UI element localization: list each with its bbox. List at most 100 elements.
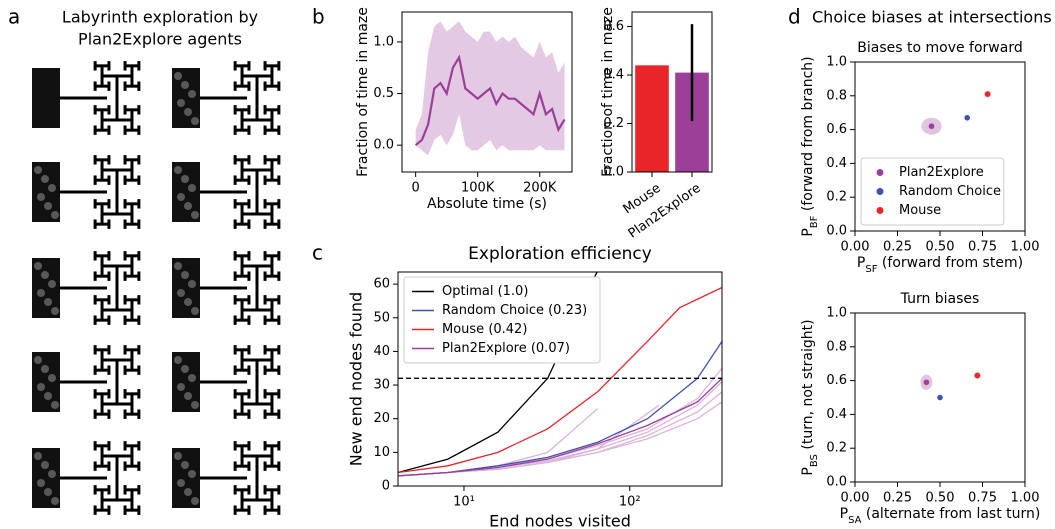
arena-trace xyxy=(37,193,45,201)
axis-label-part: (forward from branch) xyxy=(800,56,816,215)
y-tick-label: 0 xyxy=(382,479,390,494)
arena-trace xyxy=(48,374,56,382)
x-tick-label: 0.25 xyxy=(883,240,912,255)
y-tick-label: 0.8 xyxy=(826,339,847,354)
maze xyxy=(172,251,281,325)
axes-frame xyxy=(854,312,1026,483)
line xyxy=(398,377,722,477)
point xyxy=(923,379,930,386)
arena-trace xyxy=(191,497,199,505)
chart-title: Exploration efficiency xyxy=(468,244,652,264)
x-tick-label: 100K xyxy=(461,181,495,196)
arena-trace xyxy=(48,280,56,288)
panel-title: Labyrinth exploration by xyxy=(62,8,258,27)
axis-label: PBF (forward from branch) xyxy=(800,56,820,236)
y-tick-label: 0.6 xyxy=(826,122,847,137)
arena-trace xyxy=(41,461,49,469)
panel-label: a xyxy=(8,5,20,29)
x-tick-label: 0.50 xyxy=(926,240,955,255)
axes-frame xyxy=(854,61,1026,232)
y-tick-label: 60 xyxy=(373,277,390,292)
y-tick-label: 0.0 xyxy=(826,224,847,239)
axis-label-part: BF xyxy=(809,215,820,228)
x-tick-label: 0 xyxy=(412,181,420,196)
arena-trace xyxy=(177,99,185,107)
legend-label: Random Choice xyxy=(899,184,1001,199)
axis-label: Fraction of time in maze xyxy=(355,7,371,177)
axis-label: PBS (turn, not straight) xyxy=(800,319,820,475)
arena-trace xyxy=(37,289,45,297)
panel-title: Plan2Explore agents xyxy=(78,30,242,49)
legend-label: Mouse (0.42) xyxy=(442,322,527,337)
line xyxy=(414,54,566,147)
chart-title: Biases to move forward xyxy=(857,40,1022,56)
plot-area xyxy=(414,21,566,156)
arena-trace xyxy=(177,383,185,391)
arena-trace xyxy=(181,365,189,373)
axis-label-part: (turn, not straight) xyxy=(800,319,816,454)
panel-title: Choice biases at intersections xyxy=(812,8,1052,27)
arena-trace xyxy=(51,401,59,409)
x-tick-label: 200K xyxy=(523,181,557,196)
x-tick-label: 0.75 xyxy=(968,491,997,506)
maze xyxy=(32,345,141,419)
arena-trace xyxy=(34,356,42,364)
arena-trace xyxy=(174,262,182,270)
arena-trace xyxy=(177,479,185,487)
arena-trace xyxy=(184,202,192,210)
arena-trace xyxy=(44,488,52,496)
y-tick-label: 0.8 xyxy=(826,88,847,103)
arena-trace xyxy=(37,383,45,391)
maze xyxy=(32,441,141,515)
arena-trace xyxy=(48,184,56,192)
y-tick-label: 0.0 xyxy=(826,475,847,490)
point xyxy=(964,114,970,121)
arena-trace xyxy=(191,401,199,409)
arena-trace xyxy=(174,356,182,364)
arena-trace xyxy=(41,365,49,373)
x-tick-label: 10¹ xyxy=(453,495,475,510)
axis-label: Absolute time (s) xyxy=(427,196,547,212)
arena-trace xyxy=(48,470,56,478)
axis-label: Fraction of time in maze xyxy=(600,7,616,177)
arena-trace xyxy=(34,452,42,460)
axes-frame xyxy=(631,11,713,173)
arena-trace xyxy=(44,298,52,306)
arena xyxy=(32,68,60,128)
x-tick-label: 0.25 xyxy=(883,491,912,506)
axis-label: New end nodes found xyxy=(347,292,366,466)
arena-trace xyxy=(188,470,196,478)
axis-label-part: SF xyxy=(865,264,877,275)
arena-trace xyxy=(181,461,189,469)
y-tick-label: 0.6 xyxy=(826,373,847,388)
x-tick-label: 0.50 xyxy=(926,491,955,506)
arena-trace xyxy=(51,211,59,219)
legend-label: Plan2Explore (0.07) xyxy=(442,341,570,356)
y-tick-label: 0.2 xyxy=(826,441,847,456)
arena-trace xyxy=(188,280,196,288)
y-tick-label: 0.2 xyxy=(826,190,847,205)
arena-trace xyxy=(191,307,199,315)
arena-trace xyxy=(177,193,185,201)
arena-trace xyxy=(181,271,189,279)
arena-trace xyxy=(181,175,189,183)
arena-trace xyxy=(177,289,185,297)
y-tick-label: 40 xyxy=(373,344,390,359)
point xyxy=(974,372,981,379)
chart-title: Turn biases xyxy=(900,291,980,307)
maze xyxy=(172,155,281,229)
legend-label: Random Choice (0.23) xyxy=(442,303,587,318)
x-tick-label: 0.00 xyxy=(841,240,870,255)
arena-trace xyxy=(51,307,59,315)
bar xyxy=(635,65,669,172)
axis-label: PSF (forward from stem) xyxy=(857,255,1023,275)
x-tick-label: 1.00 xyxy=(1011,240,1040,255)
axis-label-part: (alternate from last turn) xyxy=(861,506,1040,522)
arena-trace xyxy=(174,166,182,174)
axis-label-part: SA xyxy=(848,515,862,526)
y-tick-label: 1.0 xyxy=(826,306,847,321)
maze xyxy=(32,155,141,229)
run-line xyxy=(398,404,660,477)
legend: Plan2Explore Random Choice Mouse xyxy=(860,157,1005,226)
